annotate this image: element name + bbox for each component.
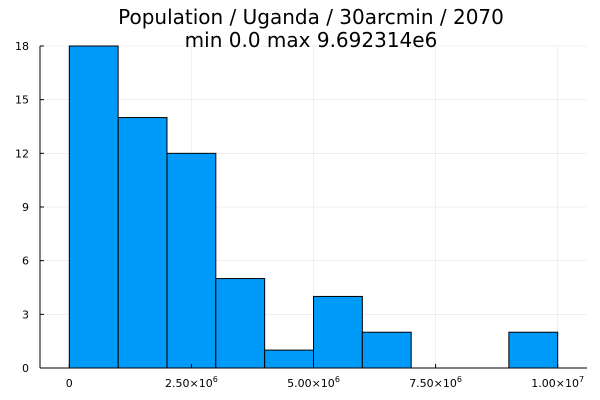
histogram-bar-2: [166, 152, 217, 369]
chart-title-line-1: Population / Uganda / 30arcmin / 2070: [118, 5, 504, 29]
x-tick-label-3: 7.50×106: [409, 375, 462, 390]
y-tick-label-3: 9: [22, 201, 29, 214]
y-tick-label-2: 6: [22, 255, 29, 268]
y-tick-label-6: 18: [15, 40, 29, 53]
histogram-bar-9: [508, 331, 559, 369]
x-tick-label-2: 5.00×106: [287, 375, 340, 390]
y-axis-ticks: 0 3 6 9 12 15 18: [15, 40, 44, 375]
histogram-bar-6: [361, 331, 412, 369]
histogram-bar-0: [68, 45, 119, 369]
histogram-bar-3: [215, 278, 266, 369]
histogram-bar-4: [264, 349, 314, 369]
y-tick-label-4: 12: [15, 147, 29, 160]
histogram-bar-5: [313, 295, 363, 369]
x-tick-label-4: 1.00×107: [531, 375, 584, 390]
chart-title-line-2: min 0.0 max 9.692314e6: [185, 28, 438, 52]
y-tick-label-5: 15: [15, 94, 29, 107]
histogram-bar-1: [117, 117, 168, 369]
histogram-bars: [68, 45, 559, 369]
y-tick-label-0: 0: [22, 362, 29, 375]
x-tick-label-0: 0: [66, 377, 73, 390]
x-axis-ticks: 0 2.50×106 5.00×106 7.50×106 1.00×107: [66, 364, 584, 390]
x-tick-label-1: 2.50×106: [165, 375, 218, 390]
y-tick-label-1: 3: [22, 308, 29, 321]
